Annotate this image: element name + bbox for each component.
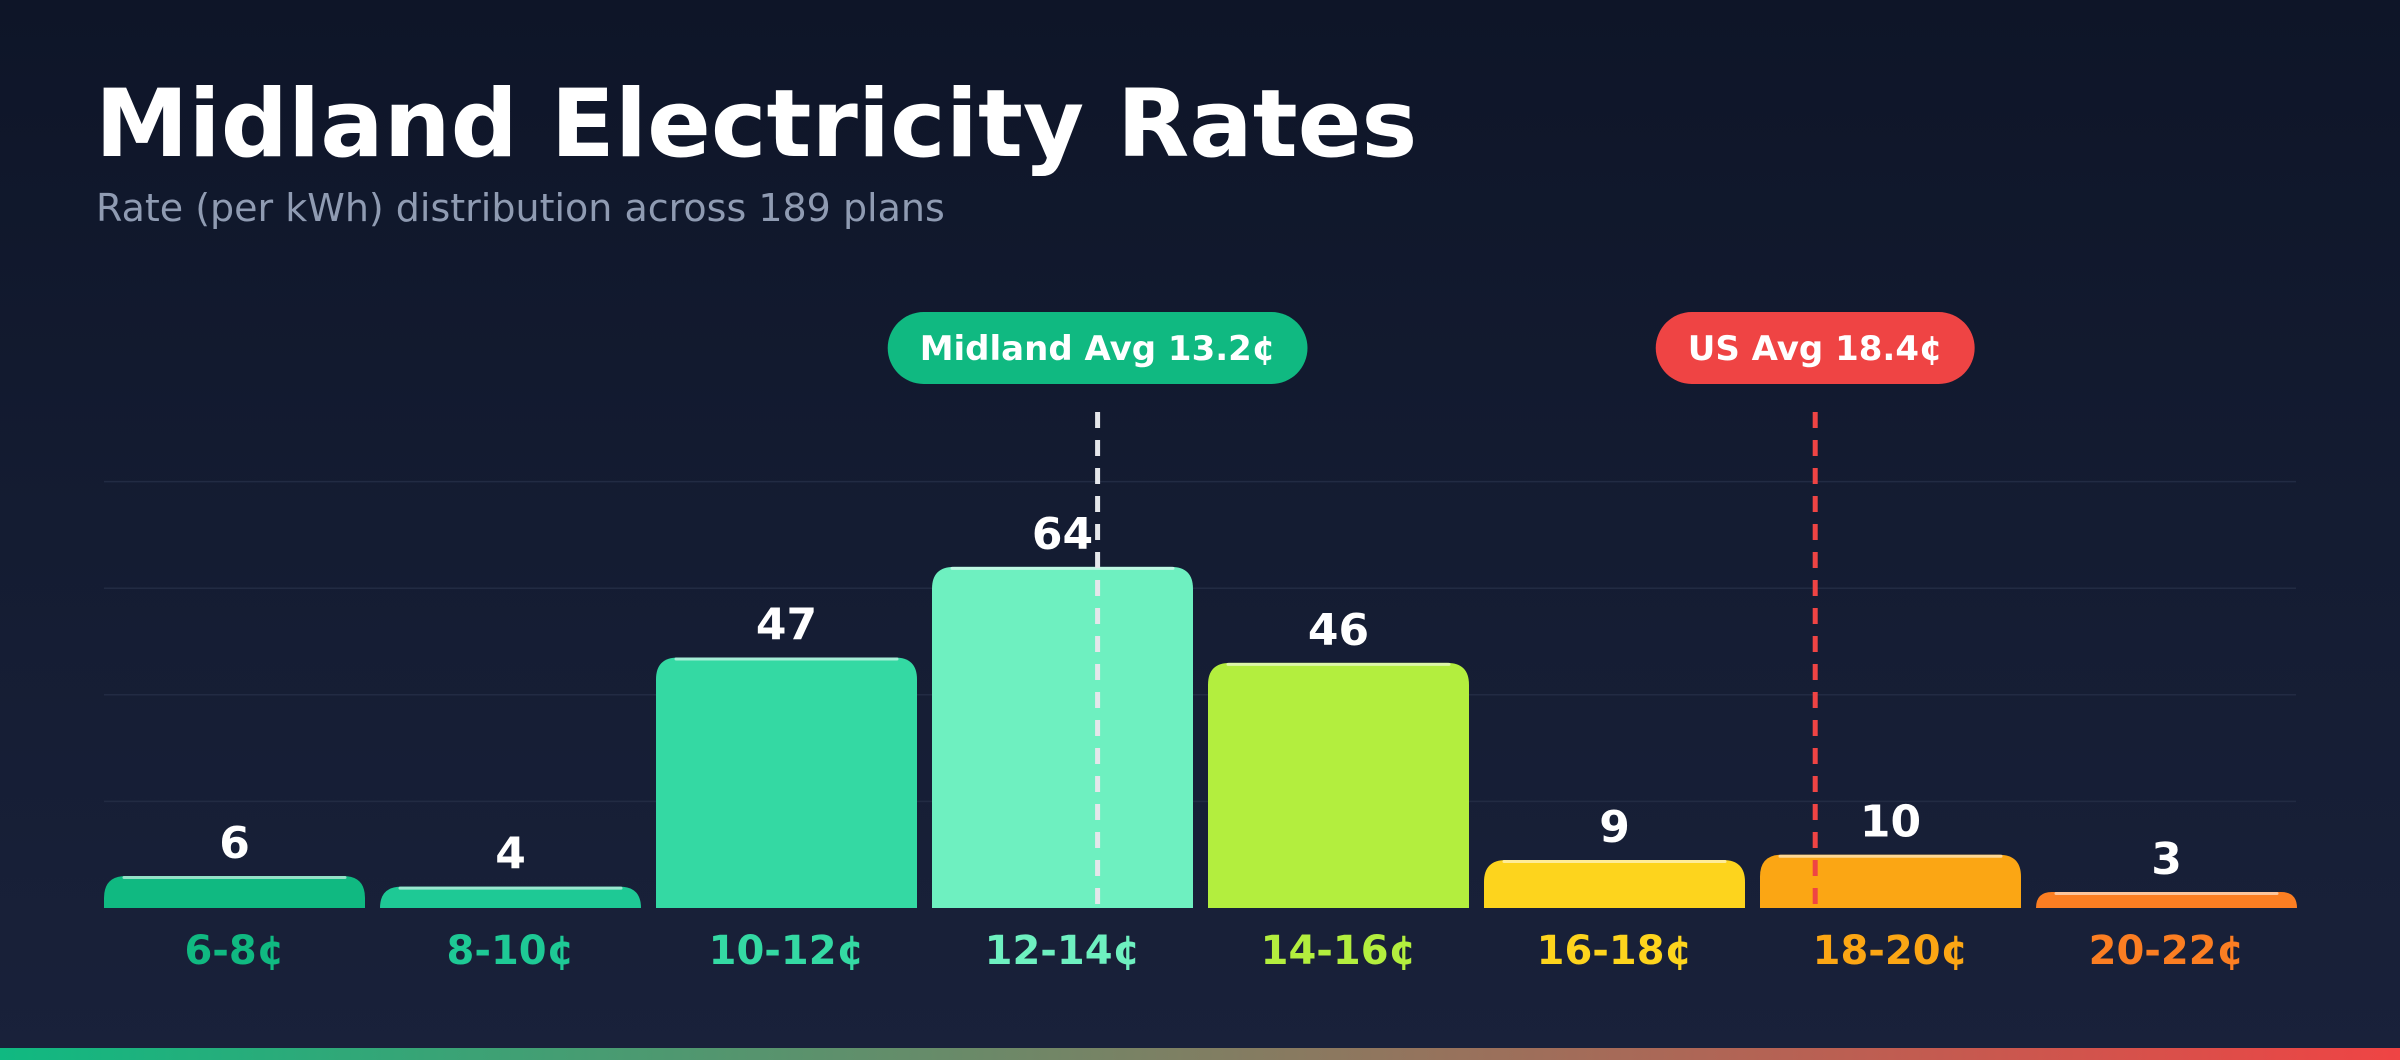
bar <box>104 876 365 908</box>
bar-value-label: 3 <box>2151 834 2182 885</box>
category-tick-label: 16-18¢ <box>1537 928 1693 974</box>
category-tick-label: 20-22¢ <box>2089 928 2245 974</box>
bar <box>932 566 1193 908</box>
bar <box>1760 854 2021 908</box>
reference-lines: Midland Avg 13.2¢ US Avg 18.4¢ <box>887 312 1975 908</box>
gridlines <box>104 480 2296 803</box>
bar-value-label: 10 <box>1860 797 1921 848</box>
bar-value-label: 64 <box>1032 509 1093 560</box>
bar-value-label: 6 <box>219 818 250 869</box>
reference-line-label: Midland Avg 13.2¢ <box>920 329 1276 369</box>
reference-line-badge <box>887 312 1308 384</box>
category-tick-label: 18-20¢ <box>1813 928 1969 974</box>
reference-line-badge <box>1655 312 1975 384</box>
bars <box>104 566 2297 908</box>
category-tick-label: 6-8¢ <box>184 928 284 974</box>
labels: 6 6-8¢ 4 8-10¢ 47 10-12¢ 64 12-14¢ 46 14-16¢ 9 16-1… <box>184 509 2244 974</box>
bar-value-label: 4 <box>495 829 526 880</box>
bar <box>1208 662 1469 908</box>
bar-value-label: 46 <box>1308 605 1369 656</box>
bottom-accent-bar <box>0 1048 2400 1060</box>
page-title: Midland Electricity Rates <box>95 70 1418 179</box>
bar-value-label: 47 <box>756 599 817 650</box>
reference-line-label: US Avg 18.4¢ <box>1688 329 1943 369</box>
bar <box>2036 892 2297 908</box>
bar-value-label: 9 <box>1599 802 1630 853</box>
bar <box>380 886 641 908</box>
category-tick-label: 14-16¢ <box>1261 928 1417 974</box>
category-tick-label: 10-12¢ <box>709 928 865 974</box>
bar <box>1484 860 1745 908</box>
page-subtitle: Rate (per kWh) distribution across 189 p… <box>96 186 945 230</box>
category-tick-label: 12-14¢ <box>985 928 1141 974</box>
category-tick-label: 8-10¢ <box>447 928 575 974</box>
bar <box>656 657 917 908</box>
